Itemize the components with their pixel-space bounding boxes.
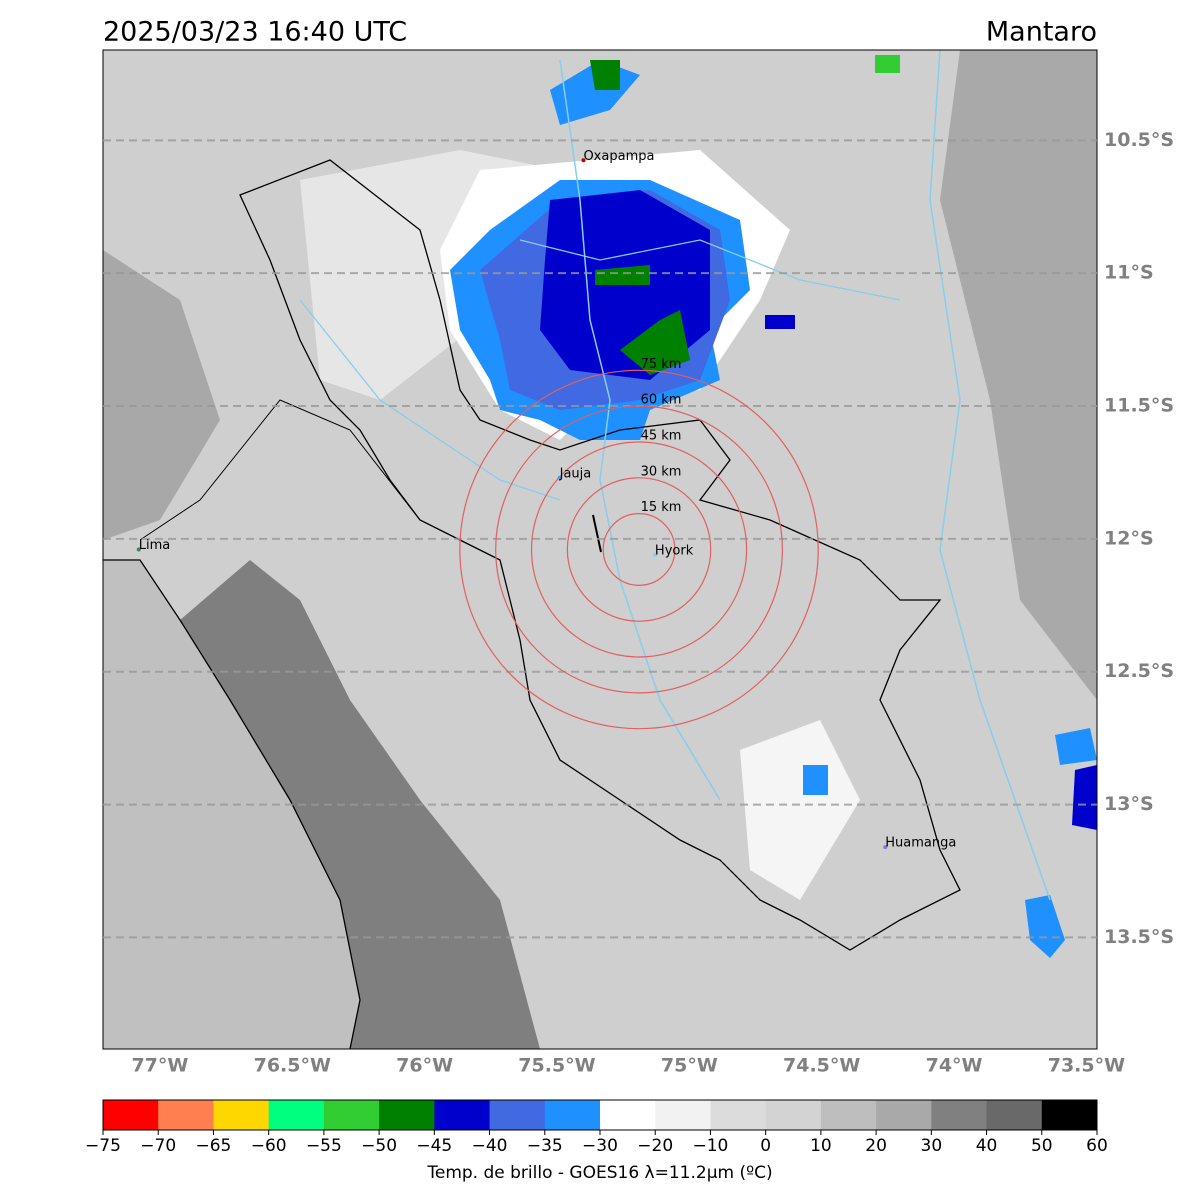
colorbar-tick-label: −75 [85, 1136, 121, 1156]
city-marker [557, 475, 562, 480]
colorbar-tick-label: −45 [416, 1136, 452, 1156]
ring-label: 15 km [641, 500, 682, 515]
colorbar-segment [434, 1100, 491, 1130]
colorbar-tick-label: −70 [140, 1136, 176, 1156]
colorbar-tick-label: −60 [251, 1136, 287, 1156]
colorbar-segment [765, 1100, 822, 1130]
ring-label: 30 km [641, 464, 682, 479]
range-ring [566, 477, 712, 622]
colorbar-tick-label: −30 [582, 1136, 618, 1156]
colorbar-tick-label: 0 [760, 1136, 771, 1156]
colorbar-segment [323, 1100, 380, 1130]
colorbar-segment [655, 1100, 711, 1130]
colorbar-tick-label: 10 [810, 1136, 832, 1156]
colorbar-tick-label: −40 [472, 1136, 508, 1156]
range-ring [459, 369, 819, 730]
colorbar-segment [103, 1100, 159, 1130]
lat-tick-label: 12°S [1104, 527, 1154, 549]
city-label: Huamanga [885, 836, 956, 851]
colorbar-tick-label: −55 [306, 1136, 342, 1156]
lon-tick-label: 75.5°W [518, 1055, 595, 1077]
lat-tick-label: 13°S [1104, 793, 1154, 815]
city-marker [581, 158, 586, 163]
colorbar-tick-label: −65 [195, 1136, 231, 1156]
map-image [103, 50, 1097, 1049]
city-label: Hyork [655, 543, 694, 558]
colorbar-segment [268, 1100, 325, 1130]
lon-tick-label: 77°W [131, 1055, 188, 1077]
city-label: Oxapampa [583, 149, 654, 164]
lat-tick-label: 11.5°S [1104, 395, 1174, 417]
colorbar-tick-label: 50 [1031, 1136, 1053, 1156]
lon-tick-label: 73.5°W [1048, 1055, 1125, 1077]
lon-tick-label: 76°W [396, 1055, 453, 1077]
title: 2025/03/23 16:40 UTC [103, 17, 407, 48]
range-ring [602, 513, 676, 586]
colorbar-segment [710, 1100, 767, 1130]
ring-label: 60 km [641, 393, 682, 408]
lon-tick-label: 76.5°W [254, 1055, 331, 1077]
colorbar-segment [1041, 1100, 1098, 1130]
lon-tick-label: 74°W [926, 1055, 983, 1077]
colorbar-segment [213, 1100, 270, 1130]
colorbar-tick-label: −20 [637, 1136, 673, 1156]
city-marker [136, 547, 141, 552]
colorbar-segment [876, 1100, 932, 1130]
colorbar-tick-label: 20 [865, 1136, 887, 1156]
city-label: Jauja [559, 466, 592, 481]
lat-tick-label: 11°S [1104, 262, 1154, 284]
lon-tick-label: 75°W [661, 1055, 718, 1077]
colorbar-segment [379, 1100, 435, 1130]
colorbar-segment [986, 1100, 1043, 1130]
city-marker [652, 552, 657, 557]
colorbar-label: Temp. de brillo - GOES16 λ=11.2μm (ºC) [426, 1163, 772, 1183]
colorbar-segment [931, 1100, 988, 1130]
ring-label: 45 km [641, 428, 682, 443]
colorbar-tick-label: 40 [976, 1136, 998, 1156]
colorbar-tick-label: −10 [692, 1136, 728, 1156]
colorbar-segment [600, 1100, 656, 1130]
ring-label: 75 km [641, 357, 682, 372]
city-label: Lima [139, 538, 170, 553]
lat-tick-label: 10.5°S [1104, 129, 1174, 151]
lat-tick-label: 13.5°S [1104, 926, 1174, 948]
lat-tick-label: 12.5°S [1104, 660, 1174, 682]
colorbar-segment [544, 1100, 601, 1130]
map-frame [102, 49, 1098, 1050]
lon-tick-label: 74.5°W [783, 1055, 860, 1077]
colorbar-tick-label: −35 [527, 1136, 563, 1156]
colorbar-tick-label: −50 [361, 1136, 397, 1156]
colorbar-segment [158, 1100, 214, 1130]
city-marker [883, 845, 888, 850]
colorbar-tick-label: 60 [1086, 1136, 1108, 1156]
colorbar-segment [489, 1100, 546, 1130]
range-ring [530, 441, 748, 658]
region-name: Mantaro [986, 17, 1097, 48]
range-ring [495, 405, 784, 694]
colorbar-segment [820, 1100, 877, 1130]
colorbar-tick-label: 30 [921, 1136, 943, 1156]
